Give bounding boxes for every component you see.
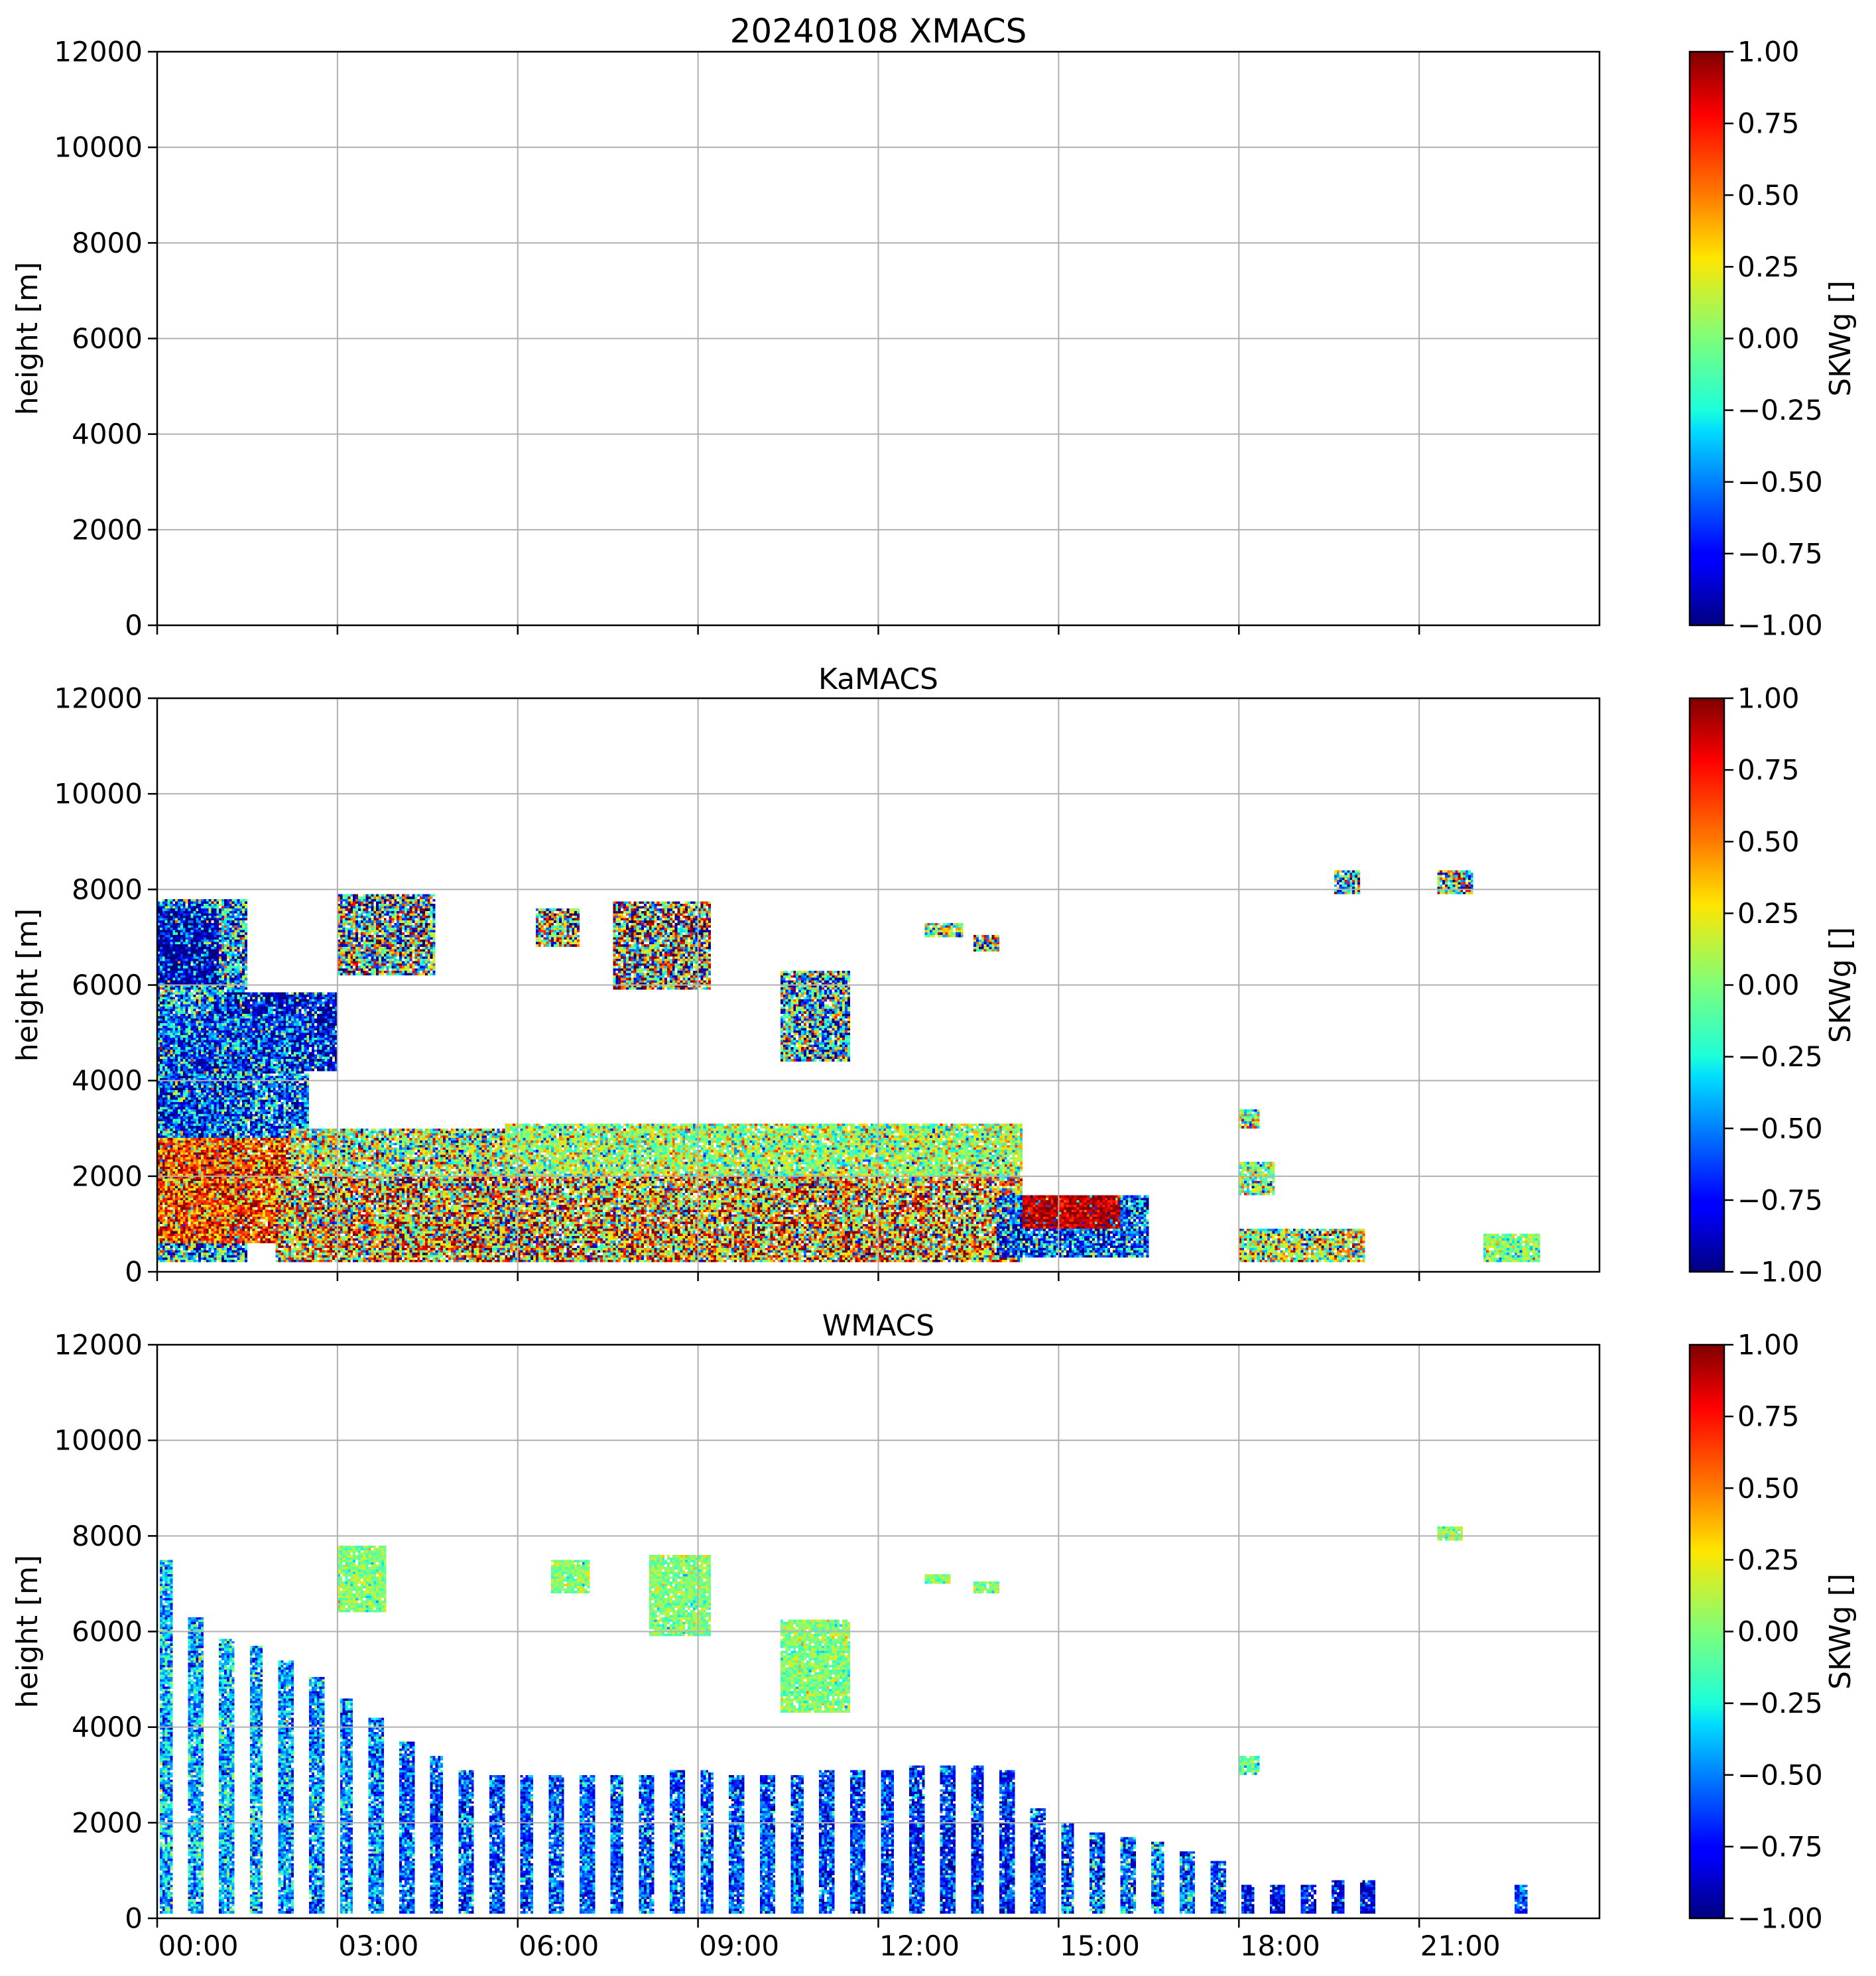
colorbar-tick-label: −1.00 xyxy=(1737,1256,1823,1288)
colorbar-tick-label: −0.50 xyxy=(1737,465,1823,498)
colorbar-tick-label: 1.00 xyxy=(1737,36,1800,68)
y-tick-label: 10000 xyxy=(54,778,143,810)
colorbar-tick-label: −0.75 xyxy=(1737,1830,1823,1863)
y-tick-label: 4000 xyxy=(72,1711,143,1743)
y-tick-label: 0 xyxy=(125,1902,143,1935)
y-tick-label: 6000 xyxy=(72,969,143,1001)
panel-kamacs: 0 2000 4000 6000 8000 10000 12000 KaMACS heigh… xyxy=(11,662,1857,1288)
colorbar-tick-label: 0.25 xyxy=(1737,897,1800,930)
panel-title: 20240108 XMACS xyxy=(730,12,1027,50)
panel-xmacs: 0 2000 4000 6000 8000 10000 12000 20240108 XMA… xyxy=(11,12,1857,642)
grid-kamacs xyxy=(157,698,1599,1272)
x-tick-label: 00:00 xyxy=(158,1930,238,1962)
colorbar-gradient xyxy=(1690,52,1724,625)
y-tick-label: 2000 xyxy=(72,1806,143,1839)
x-tick-label: 06:00 xyxy=(519,1930,599,1962)
colorbar-xmacs: −1.00 −0.75 −0.50 −0.25 0.00 0.25 0.50 0.75 1.00 xyxy=(1688,36,1823,642)
colorbar-tick-label: 0.75 xyxy=(1737,107,1800,140)
colorbar-tick-label: −0.50 xyxy=(1737,1112,1823,1144)
colorbar-kamacs: −1.00 −0.75 −0.50 −0.25 0.00 0.25 0.50 0.75 1.00 xyxy=(1688,682,1823,1288)
x-tick-label: 03:00 xyxy=(338,1930,418,1962)
colorbar-tick-label: 0.50 xyxy=(1737,1472,1800,1505)
y-axis-label: height [m] xyxy=(11,1555,44,1708)
ticks-wmacs: 0 2000 4000 6000 8000 10000 12000 00:00 03:00 06:… xyxy=(54,1329,1500,1963)
ticks-xmacs: 0 2000 4000 6000 8000 10000 12000 xyxy=(54,36,1420,642)
colorbar-tick-label: −0.50 xyxy=(1737,1759,1823,1791)
ticks-kamacs: 0 2000 4000 6000 8000 10000 12000 xyxy=(54,682,1420,1288)
colorbar-tick-label: 0.75 xyxy=(1737,1400,1800,1433)
colorbar-tick-label: 0.75 xyxy=(1737,754,1800,786)
colorbar-tick-label: 0.50 xyxy=(1737,826,1800,858)
panel-title: WMACS xyxy=(822,1309,934,1343)
colorbar-gradient xyxy=(1690,1345,1724,1918)
colorbar-tick-label: 0.25 xyxy=(1737,1544,1800,1576)
y-tick-label: 12000 xyxy=(54,1329,143,1361)
y-tick-label: 10000 xyxy=(54,131,143,164)
y-tick-label: 8000 xyxy=(72,227,143,259)
y-tick-label: 10000 xyxy=(54,1424,143,1457)
colorbar-tick-label: −0.75 xyxy=(1737,537,1823,570)
y-tick-label: 6000 xyxy=(72,322,143,355)
y-tick-label: 4000 xyxy=(72,1064,143,1097)
colorbar-tick-label: −0.75 xyxy=(1737,1184,1823,1216)
x-tick-label: 09:00 xyxy=(699,1930,779,1962)
colorbar-label: SKWg [] xyxy=(1824,927,1857,1043)
colorbar-tick-label: −0.25 xyxy=(1737,394,1823,426)
y-tick-label: 0 xyxy=(125,609,143,642)
y-tick-label: 4000 xyxy=(72,418,143,450)
panel-wmacs: 0 2000 4000 6000 8000 10000 12000 00:00 03:00 06:… xyxy=(11,1309,1857,1962)
colorbar-tick-label: −0.25 xyxy=(1737,1040,1823,1073)
y-tick-label: 12000 xyxy=(54,36,143,68)
colorbar-tick-label: −0.25 xyxy=(1737,1687,1823,1719)
grid-xmacs xyxy=(157,52,1599,625)
y-tick-label: 8000 xyxy=(72,873,143,906)
y-axis-label: height [m] xyxy=(11,908,44,1062)
grid-wmacs xyxy=(157,1345,1599,1918)
colorbar-gradient xyxy=(1690,698,1724,1272)
y-axis-label: height [m] xyxy=(11,262,44,415)
colorbar-tick-label: 0.00 xyxy=(1737,1615,1800,1648)
colorbar-tick-label: 0.25 xyxy=(1737,251,1800,283)
y-tick-label: 2000 xyxy=(72,513,143,546)
x-tick-label: 21:00 xyxy=(1420,1930,1501,1962)
y-tick-label: 2000 xyxy=(72,1160,143,1192)
colorbar-label: SKWg [] xyxy=(1824,1574,1857,1690)
y-tick-label: 6000 xyxy=(72,1615,143,1648)
colorbar-tick-label: −1.00 xyxy=(1737,609,1823,642)
colorbar-wmacs: −1.00 −0.75 −0.50 −0.25 0.00 0.25 0.50 0.75 1.00 xyxy=(1688,1329,1823,1935)
colorbar-tick-label: 1.00 xyxy=(1737,682,1800,715)
x-tick-label: 18:00 xyxy=(1240,1930,1320,1962)
x-tick-label: 12:00 xyxy=(879,1930,960,1962)
colorbar-tick-label: 0.50 xyxy=(1737,179,1800,212)
x-tick-label: 15:00 xyxy=(1060,1930,1140,1962)
y-tick-label: 0 xyxy=(125,1256,143,1288)
colorbar-label: SKWg [] xyxy=(1824,280,1857,397)
colorbar-tick-label: 0.00 xyxy=(1737,969,1800,1001)
colorbar-tick-label: 1.00 xyxy=(1737,1329,1800,1361)
y-tick-label: 12000 xyxy=(54,682,143,715)
colorbar-tick-label: 0.00 xyxy=(1737,322,1800,355)
y-tick-label: 8000 xyxy=(72,1520,143,1552)
colorbar-tick-label: −1.00 xyxy=(1737,1902,1823,1935)
panel-title: KaMACS xyxy=(818,662,938,696)
